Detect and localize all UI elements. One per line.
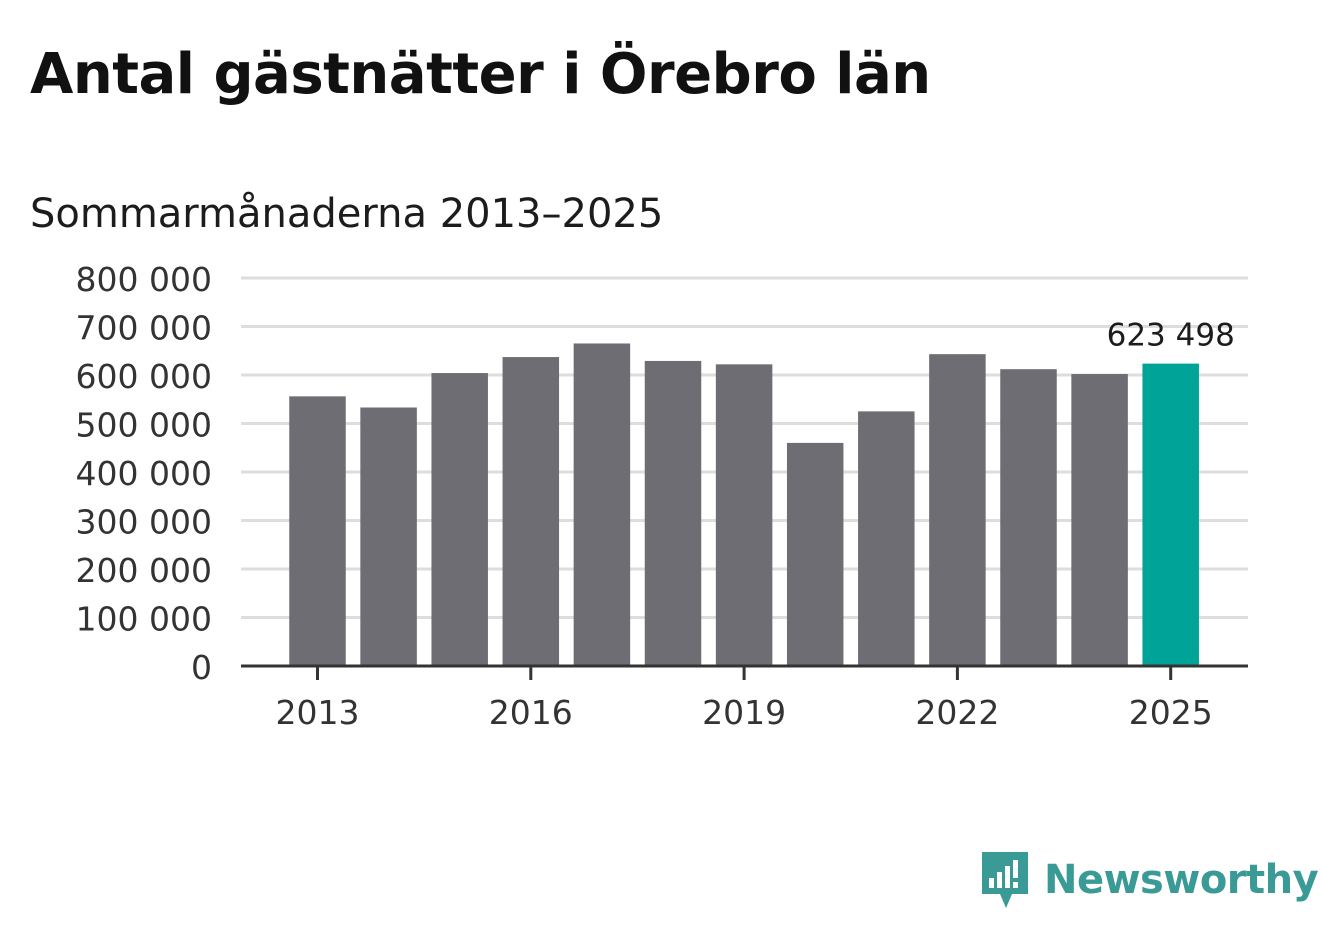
data-labels: 623 498 bbox=[1107, 318, 1235, 354]
bar-2017 bbox=[573, 343, 631, 666]
y-tick-label: 100 000 bbox=[76, 600, 212, 639]
x-tick-label: 2025 bbox=[1129, 693, 1213, 732]
bar-2022 bbox=[929, 354, 986, 666]
x-tick-label: 2013 bbox=[276, 693, 360, 732]
bar-2025 bbox=[1142, 363, 1199, 666]
bar-2023 bbox=[1000, 369, 1057, 666]
bar-2024 bbox=[1071, 374, 1128, 666]
y-tick-label: 700 000 bbox=[76, 309, 212, 348]
chart-title: Antal gästnätter i Örebro län bbox=[30, 42, 931, 107]
y-tick-label: 300 000 bbox=[76, 503, 212, 542]
data-label: 623 498 bbox=[1107, 318, 1235, 354]
x-tick-label: 2019 bbox=[702, 693, 786, 732]
bar-2018 bbox=[644, 360, 702, 666]
bar-2015 bbox=[431, 373, 488, 666]
x-tick-label: 2022 bbox=[915, 693, 999, 732]
bar-2019 bbox=[715, 364, 773, 666]
brand-name: Newsworthy bbox=[1044, 857, 1319, 903]
bar-2013 bbox=[289, 396, 346, 666]
bar-2014 bbox=[360, 407, 417, 666]
y-tick-label: 200 000 bbox=[76, 551, 212, 590]
bar-2020 bbox=[786, 442, 844, 666]
y-tick-label: 600 000 bbox=[76, 357, 212, 396]
bar-chart: 0 100 000 200 000 300 000 400 000 500 000 600 … bbox=[76, 260, 1248, 732]
newsworthy-logo: Newsworthy bbox=[980, 850, 1319, 910]
x-axis-ticks: 2013 2016 2019 2022 2025 bbox=[276, 666, 1213, 732]
bar-2016 bbox=[502, 357, 560, 666]
x-tick-label: 2016 bbox=[489, 693, 573, 732]
bars bbox=[289, 343, 1199, 666]
y-tick-label: 400 000 bbox=[76, 454, 212, 493]
y-axis-ticks: 0 100 000 200 000 300 000 400 000 500 000 600 … bbox=[76, 260, 212, 687]
y-tick-label: 500 000 bbox=[76, 406, 212, 445]
chart-subtitle: Sommarmånaderna 2013–2025 bbox=[30, 191, 664, 237]
y-tick-label: 0 bbox=[191, 648, 212, 687]
newsworthy-logo-icon bbox=[982, 852, 1028, 908]
y-tick-label: 800 000 bbox=[76, 260, 212, 299]
bar-2021 bbox=[858, 411, 915, 666]
